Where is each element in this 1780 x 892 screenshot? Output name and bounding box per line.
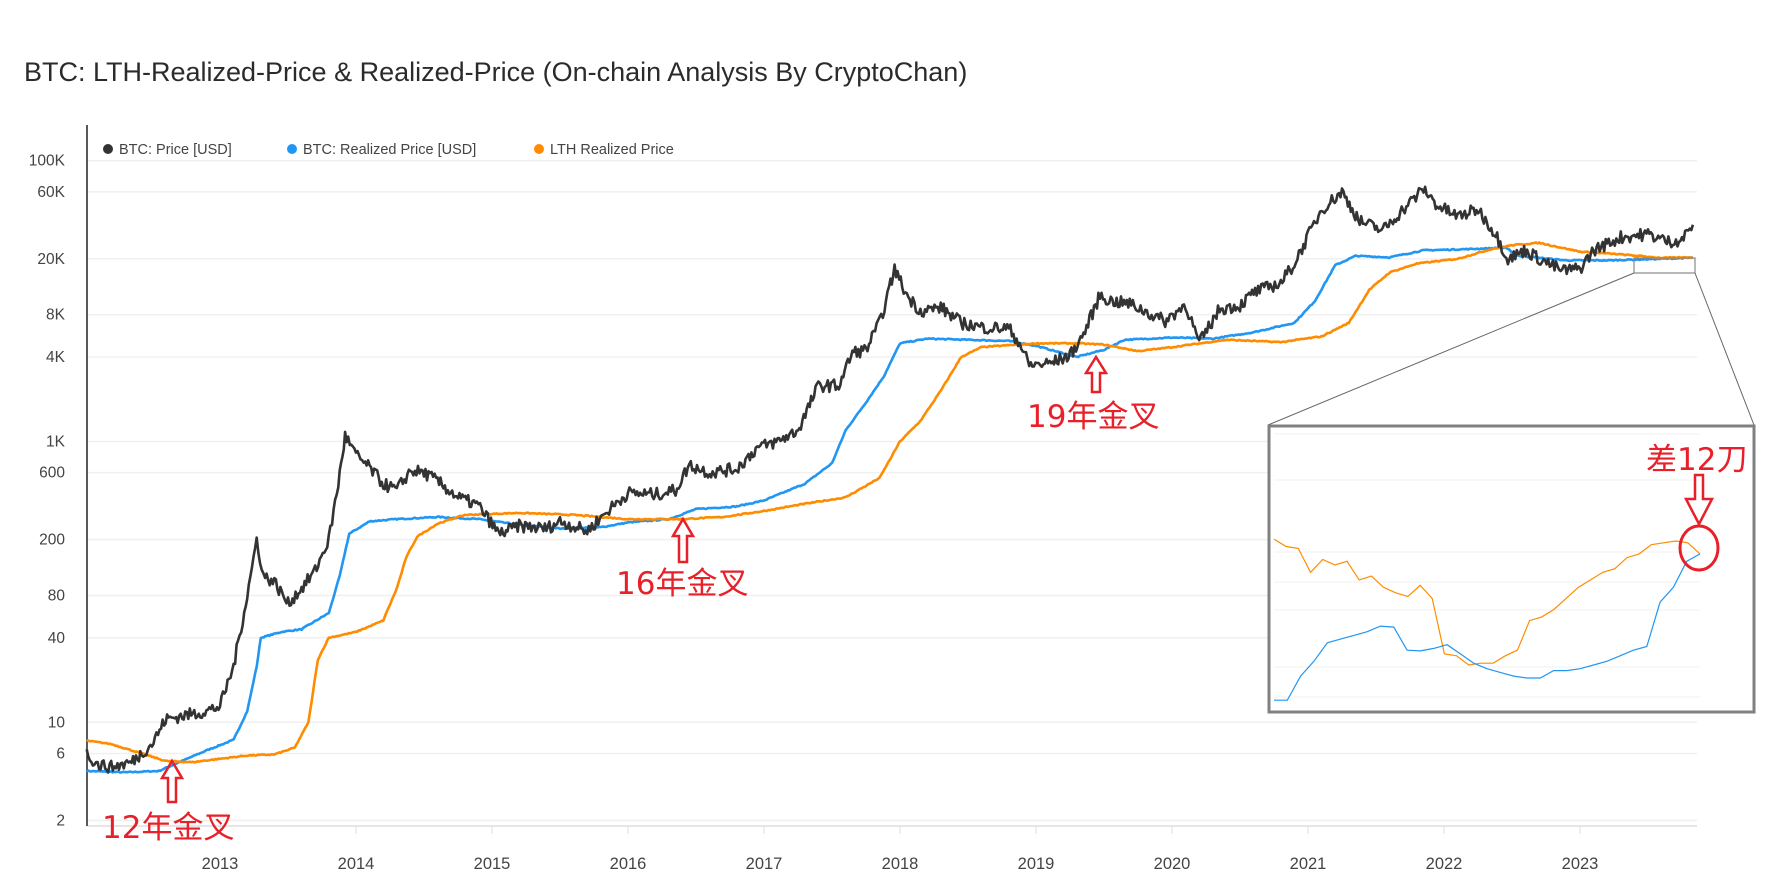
- inset-gridlines: [1274, 433, 1700, 698]
- y-tick-label: 4K: [46, 349, 66, 366]
- y-tick-label: 80: [48, 588, 66, 605]
- chart-title: BTC: LTH-Realized-Price & Realized-Price…: [24, 57, 967, 87]
- legend-dot: [103, 144, 113, 154]
- legend-label: BTC: Price [USD]: [119, 142, 232, 158]
- legend-label: LTH Realized Price: [550, 142, 674, 158]
- y-tick-label: 40: [48, 630, 66, 647]
- zoom-connector-right: [1694, 272, 1755, 426]
- x-axis-ticks: 2013 2014 2015 2016 2017 2018 2019 2020 2021 2022…: [202, 826, 1599, 873]
- inset-realized-line: [1274, 553, 1701, 701]
- x-tick-label: 2013: [202, 855, 239, 873]
- up-arrow-icon: [670, 516, 696, 564]
- x-tick-label: 2020: [1154, 855, 1191, 873]
- x-tick-label: 2019: [1018, 855, 1055, 873]
- annotation-text: 12年金叉: [102, 810, 234, 846]
- y-tick-label: 200: [39, 532, 65, 549]
- x-tick-label: 2015: [474, 855, 511, 873]
- price-line: [85, 185, 1695, 774]
- y-tick-label: 2: [56, 812, 65, 829]
- series-lines: [85, 185, 1695, 774]
- legend: BTC: Price [USD] BTC: Realized Price [US…: [103, 142, 674, 158]
- up-arrow-icon: [159, 758, 185, 804]
- x-tick-label: 2022: [1426, 855, 1463, 873]
- annotation-gap: 差12刀: [1646, 442, 1747, 572]
- up-arrow-icon: [1083, 354, 1109, 394]
- annotation-2012: 12年金叉: [102, 758, 234, 846]
- annotation-text: 16年金叉: [616, 566, 748, 602]
- highlight-circle: [1678, 524, 1720, 572]
- legend-label: BTC: Realized Price [USD]: [303, 142, 476, 158]
- y-tick-label: 1K: [46, 434, 66, 451]
- x-tick-label: 2014: [338, 855, 375, 873]
- legend-item-lth-realized-price[interactable]: LTH Realized Price: [534, 142, 674, 158]
- y-tick-label: 8K: [46, 307, 66, 324]
- legend-dot: [287, 144, 297, 154]
- y-tick-label: 100K: [29, 153, 66, 170]
- y-tick-label: 600: [39, 465, 65, 482]
- y-tick-label: 20K: [37, 251, 65, 268]
- inset-box: [1267, 424, 1756, 714]
- y-axis-ticks: 100K 60K 20K 8K 4K 1K 600 200 80 40 10 6 2: [29, 153, 66, 830]
- zoom-connector-left: [1267, 272, 1635, 426]
- inset-lth-line: [1273, 538, 1701, 666]
- x-tick-label: 2021: [1290, 855, 1327, 873]
- x-tick-label: 2018: [882, 855, 919, 873]
- annotation-text: 19年金叉: [1027, 399, 1159, 435]
- x-tick-label: 2017: [746, 855, 783, 873]
- annotation-text: 差12刀: [1646, 442, 1747, 478]
- realized-price-line: [85, 245, 1693, 774]
- y-tick-label: 6: [56, 745, 65, 762]
- down-arrow-icon: [1683, 473, 1715, 527]
- inset-lines: [1273, 538, 1701, 701]
- legend-item-price[interactable]: BTC: Price [USD]: [103, 142, 232, 158]
- annotation-2016: 16年金叉: [616, 516, 748, 602]
- zoom-region-box: [1633, 257, 1696, 274]
- y-tick-label: 10: [48, 714, 66, 731]
- annotation-2019: 19年金叉: [1027, 354, 1159, 435]
- lth-realized-price-line: [86, 241, 1694, 764]
- x-tick-label: 2023: [1562, 855, 1599, 873]
- y-tick-label: 60K: [37, 184, 65, 201]
- x-tick-label: 2016: [610, 855, 647, 873]
- legend-item-realized-price[interactable]: BTC: Realized Price [USD]: [287, 142, 476, 158]
- legend-dot: [534, 144, 544, 154]
